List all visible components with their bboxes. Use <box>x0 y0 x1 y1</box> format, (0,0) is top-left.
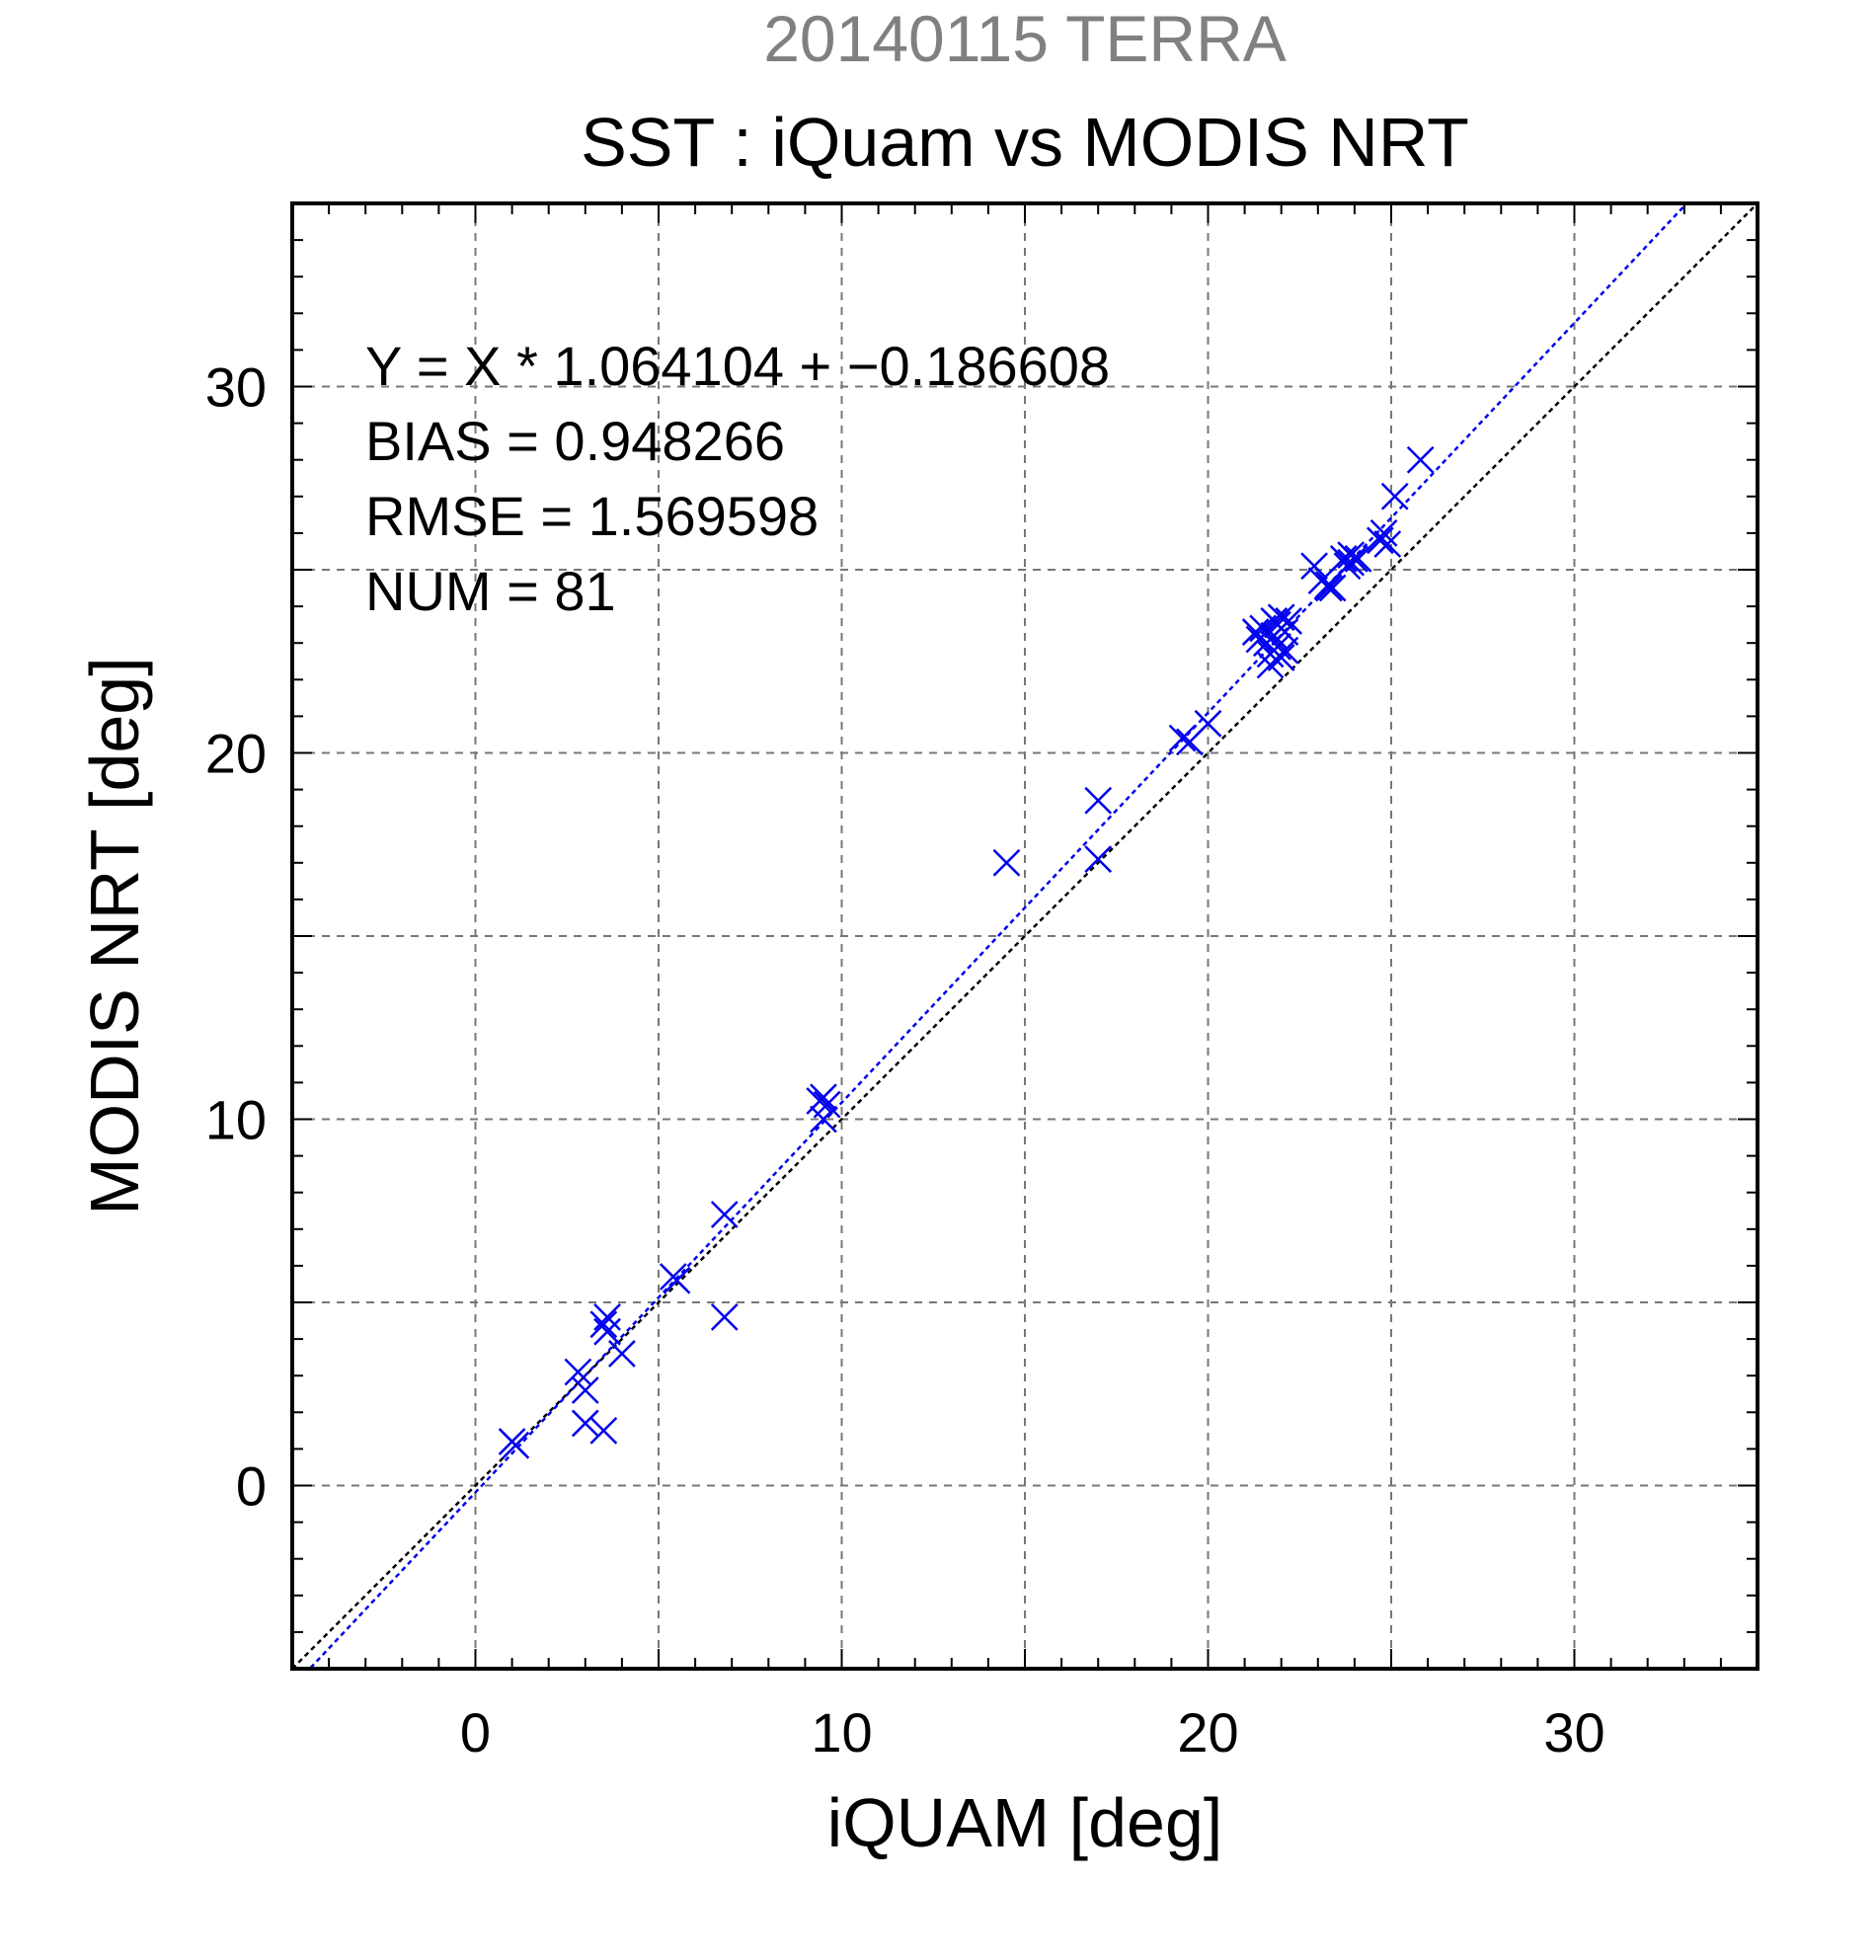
data-point-stroke <box>810 1083 837 1112</box>
y-axis-label: MODIS NRT [deg] <box>76 657 153 1215</box>
chart-title: 20140115 TERRA <box>763 2 1287 75</box>
data-point <box>1337 541 1366 570</box>
data-point-stroke <box>1369 519 1398 547</box>
data-point <box>589 1310 618 1339</box>
data-point-stroke <box>1267 603 1295 632</box>
data-point <box>593 1302 621 1331</box>
data-point <box>589 1416 618 1445</box>
data-point <box>593 1317 621 1346</box>
data-point <box>1373 530 1402 558</box>
data-point <box>1318 574 1347 602</box>
data-point-stroke <box>1329 544 1358 573</box>
data-point <box>571 1409 599 1438</box>
identity-line <box>292 203 1758 1669</box>
data-point-stroke <box>1275 607 1303 635</box>
data-point <box>1168 724 1197 752</box>
data-point-stroke <box>663 1266 691 1294</box>
data-point-stroke <box>608 1340 636 1368</box>
rmse-label: RMSE = 1.569598 <box>365 485 819 547</box>
data-point-stroke <box>589 1416 618 1445</box>
data-point <box>1380 482 1409 510</box>
data-point-stroke <box>1084 786 1113 815</box>
y-tick-label: 0 <box>236 1455 267 1518</box>
data-point-stroke <box>589 1310 618 1339</box>
plot-frame <box>290 201 1759 1671</box>
regression-line <box>307 203 1688 1669</box>
data-point <box>1300 552 1328 581</box>
data-point <box>710 1201 739 1228</box>
data-point-stroke <box>571 1376 599 1404</box>
x-tick-label: 20 <box>1177 1701 1238 1764</box>
data-point-stroke <box>1271 636 1299 665</box>
data-point <box>1084 845 1113 873</box>
data-point-stroke <box>810 1105 837 1134</box>
x-axis-label: iQUAM [deg] <box>827 1784 1223 1861</box>
data-point-stroke <box>1168 724 1197 752</box>
bias-label: BIAS = 0.948266 <box>365 410 785 472</box>
y-tick-label: 30 <box>205 356 267 419</box>
data-point <box>1315 574 1343 602</box>
data-point <box>810 1083 837 1112</box>
data-point <box>608 1340 636 1368</box>
data-point-stroke <box>1406 445 1435 474</box>
data-point <box>1267 644 1295 671</box>
data-points <box>498 445 1435 1459</box>
data-point <box>710 1302 739 1331</box>
data-point-stroke <box>593 1302 621 1331</box>
data-point <box>1264 633 1291 661</box>
data-point-stroke <box>992 848 1021 877</box>
x-tick-label: 10 <box>811 1701 872 1764</box>
data-point-stroke <box>1380 482 1409 510</box>
data-point <box>1271 636 1299 665</box>
data-point <box>1369 519 1398 547</box>
data-point-stroke <box>1194 709 1222 738</box>
data-point-stroke <box>710 1201 739 1228</box>
data-point-stroke <box>1318 574 1347 602</box>
data-point-stroke <box>1344 544 1372 573</box>
data-point <box>1194 709 1222 738</box>
chart-subtitle: SST : iQuam vs MODIS NRT <box>581 104 1469 181</box>
data-point <box>1084 786 1113 815</box>
num-label: NUM = 81 <box>365 560 616 622</box>
data-point <box>502 1431 530 1459</box>
data-point <box>571 1376 599 1404</box>
data-point-stroke <box>1373 530 1402 558</box>
data-point <box>1406 445 1435 474</box>
regression-equation: Y = X * 1.064104 + −0.186608 <box>365 335 1110 397</box>
data-point <box>564 1358 592 1386</box>
data-point-stroke <box>1337 541 1366 570</box>
stats-annotation: Y = X * 1.064104 + −0.186608 BIAS = 0.94… <box>365 335 1110 622</box>
data-point-stroke <box>1084 845 1113 873</box>
data-point <box>1275 607 1303 635</box>
grid-lines <box>292 203 1758 1669</box>
data-point-stroke <box>1267 644 1295 671</box>
y-tick-label: 20 <box>205 723 267 785</box>
data-point <box>1329 544 1358 573</box>
data-point-stroke <box>1366 526 1394 555</box>
data-point <box>663 1266 691 1294</box>
data-point-stroke <box>564 1358 592 1386</box>
data-point-stroke <box>571 1409 599 1438</box>
data-point-stroke <box>1264 633 1291 661</box>
data-point-stroke <box>710 1302 739 1331</box>
tick-labels: 0 10 20 30 0 10 20 30 <box>205 356 1605 1764</box>
data-point <box>1366 526 1394 555</box>
data-point <box>992 848 1021 877</box>
y-tick-label: 10 <box>205 1089 267 1151</box>
data-point-stroke <box>1315 574 1343 602</box>
reference-lines <box>292 203 1758 1669</box>
data-point-stroke <box>1300 552 1328 581</box>
x-tick-label: 30 <box>1543 1701 1604 1764</box>
data-point <box>1344 544 1372 573</box>
data-point-stroke <box>502 1431 530 1459</box>
x-tick-label: 0 <box>460 1701 491 1764</box>
data-point <box>810 1105 837 1134</box>
data-point-stroke <box>593 1317 621 1346</box>
